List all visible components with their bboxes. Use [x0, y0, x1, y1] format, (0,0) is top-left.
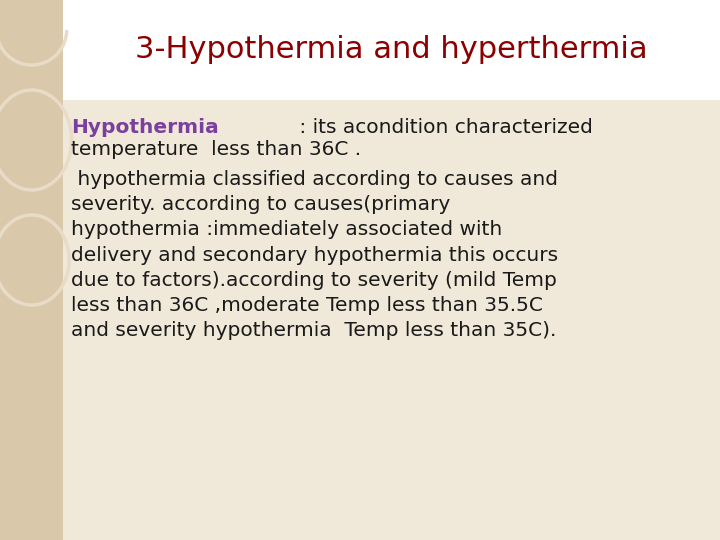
Text: : its acondition characterized: : its acondition characterized — [293, 118, 593, 137]
Text: hypothermia classified according to causes and
severity. according to causes(pri: hypothermia classified according to caus… — [71, 170, 559, 341]
Bar — [63, 0, 720, 100]
Text: Hypothermia: Hypothermia — [71, 118, 219, 137]
Text: temperature  less than 36C .: temperature less than 36C . — [71, 140, 361, 159]
Bar — [0, 0, 63, 540]
Text: 3-Hypothermia and hyperthermia: 3-Hypothermia and hyperthermia — [135, 36, 648, 64]
